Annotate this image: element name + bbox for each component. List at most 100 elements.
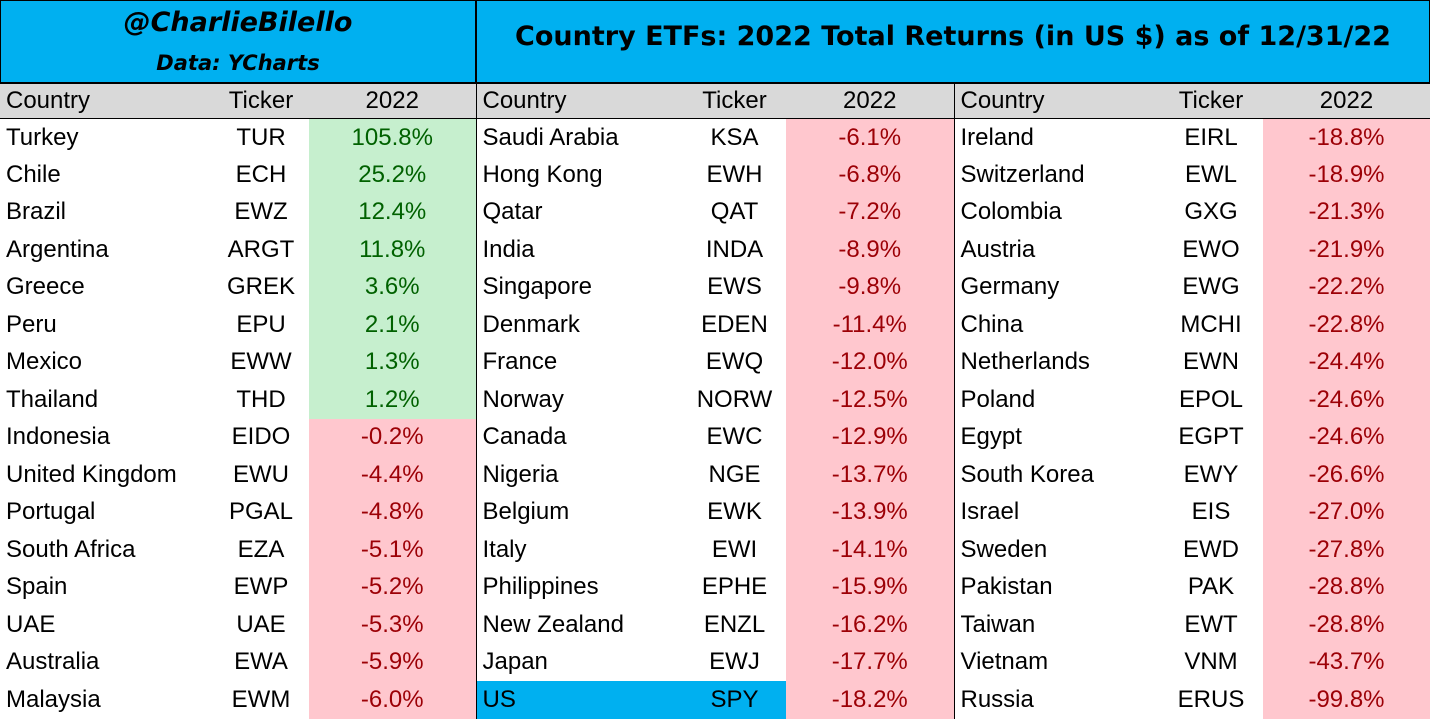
- return-cell: 2.1%: [309, 306, 476, 344]
- chart-title: Country ETFs: 2022 Total Returns (in US …: [515, 21, 1391, 52]
- country-cell: Russia: [953, 681, 1159, 719]
- country-cell: Saudi Arabia: [475, 118, 683, 156]
- country-cell: France: [475, 343, 683, 381]
- return-cell: -18.9%: [1263, 156, 1430, 194]
- country-cell: New Zealand: [475, 606, 683, 644]
- return-cell: -6.1%: [786, 118, 954, 156]
- country-cell: Brazil: [6, 198, 67, 226]
- ticker-cell: EWS: [707, 273, 762, 301]
- table-row: UAE UAE -5.3% New Zealand ENZL -16.2% Taiwan EW…: [0, 606, 1430, 644]
- country-cell: Greece: [6, 273, 85, 301]
- col-header-return: 2022: [786, 83, 954, 119]
- return-cell: -6.8%: [786, 156, 954, 194]
- return-cell: 12.4%: [309, 193, 476, 231]
- ticker-cell: KSA: [710, 123, 759, 151]
- return-cell: 1.2%: [309, 381, 476, 419]
- ticker-cell: EPOL: [1178, 385, 1244, 413]
- author-handle: @CharlieBilello: [123, 7, 353, 38]
- country-cell: Taiwan: [953, 606, 1159, 644]
- ticker-cell: ERUS: [1177, 685, 1245, 713]
- country-cell: Australia: [6, 648, 100, 676]
- col-header-return: 2022: [309, 83, 476, 119]
- country-cell: Germany: [953, 268, 1159, 306]
- ticker-cell: PGAL: [228, 498, 294, 526]
- country-cell: US: [475, 681, 683, 719]
- return-cell: -11.4%: [786, 306, 954, 344]
- return-cell: -18.8%: [1263, 118, 1430, 156]
- return-cell: -14.1%: [786, 531, 954, 569]
- ticker-cell: TUR: [236, 123, 286, 151]
- ticker-cell: MCHI: [1180, 310, 1242, 338]
- table-row: Peru EPU 2.1% Denmark EDEN -11.4% China MCHI -22…: [0, 306, 1430, 344]
- country-cell: Vietnam: [953, 643, 1159, 681]
- country-cell: Italy: [475, 531, 683, 569]
- ticker-cell: EPU: [236, 310, 286, 338]
- return-cell: -8.9%: [786, 231, 954, 269]
- country-cell: India: [475, 231, 683, 269]
- return-cell: -5.3%: [309, 606, 476, 644]
- return-cell: -7.2%: [786, 193, 954, 231]
- return-cell: -4.4%: [309, 456, 476, 494]
- ticker-cell: EWL: [1184, 160, 1237, 188]
- return-cell: -28.8%: [1263, 568, 1430, 606]
- country-cell: UAE: [6, 610, 56, 638]
- country-cell: South Africa: [6, 535, 136, 563]
- col-header-ticker: Ticker: [683, 83, 786, 119]
- ticker-cell: EWP: [233, 573, 289, 601]
- ticker-cell: EWZ: [234, 198, 288, 226]
- ticker-cell: EIS: [1191, 498, 1231, 526]
- ticker-cell: THD: [236, 385, 286, 413]
- country-cell: Spain: [6, 573, 68, 601]
- table-row: Turkey TUR 105.8% Saudi Arabia KSA -6.1% Irela…: [0, 118, 1430, 156]
- return-cell: -13.9%: [786, 493, 954, 531]
- country-cell: Denmark: [475, 306, 683, 344]
- ticker-cell: NORW: [696, 385, 773, 413]
- return-cell: 1.3%: [309, 343, 476, 381]
- col-header-return: 2022: [1263, 83, 1430, 119]
- country-cell: Egypt: [953, 418, 1159, 456]
- ticker-cell: EPHE: [701, 573, 768, 601]
- return-cell: -5.1%: [309, 531, 476, 569]
- return-cell: 3.6%: [309, 268, 476, 306]
- country-cell: Canada: [475, 418, 683, 456]
- country-cell: Poland: [953, 381, 1159, 419]
- country-cell: Thailand: [6, 385, 99, 413]
- column-header-row: Country Ticker 2022 Country Ticker 2022 …: [0, 83, 1430, 119]
- table-row: Indonesia EIDO -0.2% Canada EWC -12.9% Egypt EG…: [0, 418, 1430, 456]
- ticker-cell: EWG: [1182, 273, 1240, 301]
- return-cell: -43.7%: [1263, 643, 1430, 681]
- data-source-label: Data: YCharts: [156, 51, 320, 75]
- return-cell: 105.8%: [309, 118, 476, 156]
- table-row: Portugal PGAL -4.8% Belgium EWK -13.9% Israel E…: [0, 493, 1430, 531]
- ticker-cell: EWY: [1183, 460, 1239, 488]
- table-row: South Africa EZA -5.1% Italy EWI -14.1% Sweden…: [0, 531, 1430, 569]
- return-cell: -12.5%: [786, 381, 954, 419]
- return-cell: -6.0%: [309, 681, 476, 719]
- ticker-cell: ECH: [235, 160, 287, 188]
- country-cell: Sweden: [953, 531, 1159, 569]
- ticker-cell: EWW: [230, 348, 292, 376]
- ticker-cell: PAK: [1187, 573, 1235, 601]
- ticker-cell: EWU: [233, 460, 289, 488]
- return-cell: -28.8%: [1263, 606, 1430, 644]
- table-row: Mexico EWW 1.3% France EWQ -12.0% Netherlands E…: [0, 343, 1430, 381]
- return-cell: -21.9%: [1263, 231, 1430, 269]
- country-cell: Argentina: [6, 235, 109, 263]
- return-cell: -4.8%: [309, 493, 476, 531]
- return-cell: -18.2%: [786, 681, 954, 719]
- ticker-cell: EWO: [1182, 235, 1240, 263]
- ticker-cell: EDEN: [701, 310, 768, 338]
- country-cell: Colombia: [953, 193, 1159, 231]
- return-cell: -5.2%: [309, 568, 476, 606]
- country-cell: Hong Kong: [475, 156, 683, 194]
- country-cell: United Kingdom: [6, 460, 177, 488]
- ticker-cell: EWT: [1184, 610, 1238, 638]
- return-cell: -24.4%: [1263, 343, 1430, 381]
- country-cell: Ireland: [953, 118, 1159, 156]
- country-cell: Israel: [953, 493, 1159, 531]
- ticker-cell: ARGT: [227, 235, 295, 263]
- table-row: Greece GREK 3.6% Singapore EWS -9.8% Germany EW…: [0, 268, 1430, 306]
- col-header-country: Country: [0, 83, 213, 119]
- col-header-country: Country: [953, 83, 1159, 119]
